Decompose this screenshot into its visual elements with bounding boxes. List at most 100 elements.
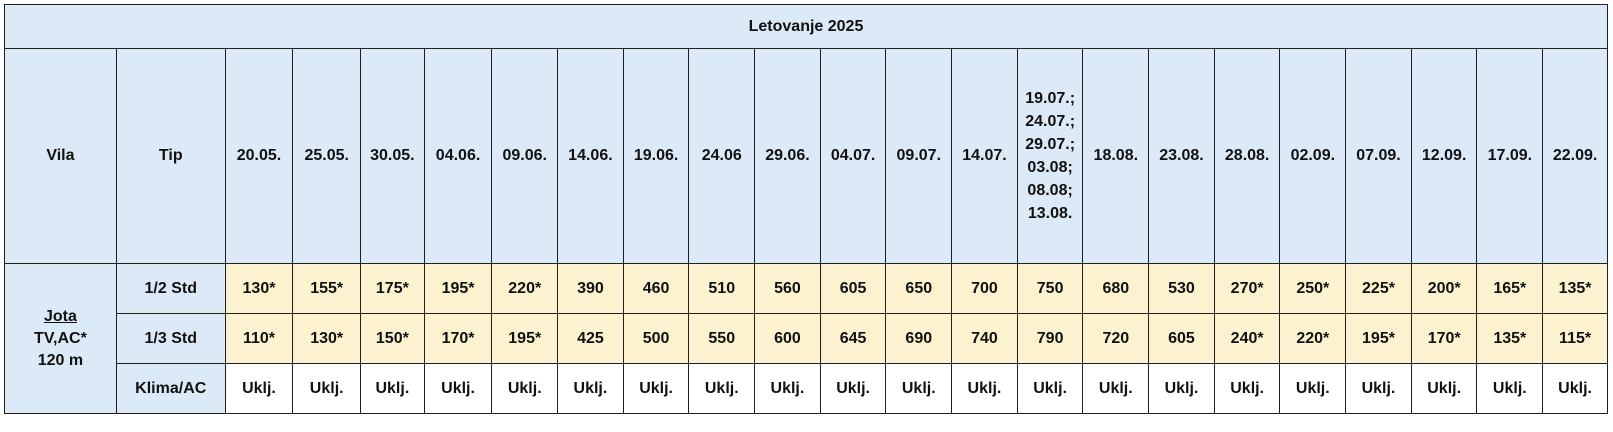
ac-cell: Uklj. bbox=[754, 363, 821, 414]
price-cell: 220* bbox=[491, 263, 559, 314]
price-cell: 600 bbox=[754, 313, 821, 364]
price-cell: 130* bbox=[224, 263, 294, 314]
ac-cell: Uklj. bbox=[951, 363, 1018, 414]
date-header: 24.06 bbox=[688, 48, 756, 264]
date-header: 19.07.; 24.07.; 29.07.; 03.08; 08.08; 13… bbox=[1016, 48, 1084, 264]
ac-cell: Uklj. bbox=[1148, 363, 1215, 414]
ac-cell: Uklj. bbox=[224, 363, 294, 414]
price-cell: 220* bbox=[1279, 313, 1347, 364]
date-header: 22.09. bbox=[1542, 48, 1608, 264]
ac-cell: Uklj. bbox=[292, 363, 362, 414]
price-cell: 170* bbox=[423, 313, 493, 364]
ac-cell: Uklj. bbox=[1476, 363, 1544, 414]
title-row: Letovanje 2025 bbox=[4, 4, 1608, 49]
price-cell: 155* bbox=[292, 263, 362, 314]
ac-cell: Uklj. bbox=[622, 363, 690, 414]
price-cell: 175* bbox=[360, 263, 425, 314]
tip-cell: 1/2 Std bbox=[115, 263, 226, 314]
date-header: 17.09. bbox=[1476, 48, 1544, 264]
ac-cell: Uklj. bbox=[1410, 363, 1478, 414]
ac-cell: Uklj. bbox=[885, 363, 953, 414]
price-cell: 200* bbox=[1410, 263, 1478, 314]
price-cell: 650 bbox=[885, 263, 953, 314]
price-cell: 750 bbox=[1016, 263, 1084, 314]
price-cell: 225* bbox=[1345, 263, 1412, 314]
price-cell: 390 bbox=[557, 263, 624, 314]
tip-cell: Klima/AC bbox=[115, 363, 226, 414]
ac-cell: Uklj. bbox=[360, 363, 425, 414]
price-cell: 605 bbox=[819, 263, 887, 314]
price-cell: 130* bbox=[292, 313, 362, 364]
price-cell: 135* bbox=[1542, 263, 1608, 314]
ac-cell: Uklj. bbox=[1279, 363, 1347, 414]
ac-cell: Uklj. bbox=[1345, 363, 1412, 414]
table-row: 1/3 Std 110* 130* 150* 170* 195* 425 500 550 600… bbox=[5, 313, 1608, 364]
header-row: Vila Tip 20.05. 25.05. 30.05. 04.06. 09.06. 1… bbox=[4, 48, 1608, 264]
price-cell: 690 bbox=[885, 313, 953, 364]
date-header: 28.08. bbox=[1213, 48, 1281, 264]
vila-name-link[interactable]: Jota bbox=[43, 307, 77, 325]
date-header: 09.07. bbox=[885, 48, 953, 264]
date-header: 20.05. bbox=[224, 48, 294, 264]
ac-cell: Uklj. bbox=[491, 363, 559, 414]
ac-cell: Uklj. bbox=[1542, 363, 1608, 414]
tip-cell: 1/3 Std bbox=[115, 313, 226, 364]
price-cell: 740 bbox=[951, 313, 1018, 364]
date-header: 25.05. bbox=[292, 48, 362, 264]
date-header: 19.06. bbox=[622, 48, 690, 264]
price-cell: 605 bbox=[1148, 313, 1215, 364]
price-cell: 110* bbox=[224, 313, 294, 364]
table-row: Jota TV,AC* 120 m 1/2 Std 130* 155* 175* 19… bbox=[4, 263, 1608, 414]
date-header: 07.09. bbox=[1345, 48, 1412, 264]
price-cell: 270* bbox=[1213, 263, 1281, 314]
price-cell: 195* bbox=[423, 263, 493, 314]
ac-cell: Uklj. bbox=[688, 363, 756, 414]
date-header: 12.09. bbox=[1410, 48, 1478, 264]
price-cell: 560 bbox=[754, 263, 821, 314]
price-cell: 195* bbox=[491, 313, 559, 364]
price-cell: 425 bbox=[557, 313, 624, 364]
price-cell: 150* bbox=[360, 313, 425, 364]
price-cell: 700 bbox=[951, 263, 1018, 314]
price-table-container: Letovanje 2025 Vila Tip 20.05. 25.05. 30.0… bbox=[4, 4, 1608, 414]
price-cell: 680 bbox=[1082, 263, 1150, 314]
ac-cell: Uklj. bbox=[1213, 363, 1281, 414]
ac-cell: Uklj. bbox=[557, 363, 624, 414]
date-header: 04.06. bbox=[423, 48, 493, 264]
price-cell: 790 bbox=[1016, 313, 1084, 364]
price-cell: 115* bbox=[1542, 313, 1608, 364]
table-row: Klima/AC Uklj. Uklj. Uklj. Uklj. Uklj. Uklj. U… bbox=[5, 363, 1608, 414]
tip-header: Tip bbox=[115, 48, 226, 264]
date-header: 09.06. bbox=[491, 48, 559, 264]
date-header: 23.08. bbox=[1148, 48, 1215, 264]
price-cell: 460 bbox=[622, 263, 690, 314]
date-header: 14.07. bbox=[951, 48, 1018, 264]
price-cell: 720 bbox=[1082, 313, 1150, 364]
ac-cell: Uklj. bbox=[423, 363, 493, 414]
date-header: 14.06. bbox=[557, 48, 624, 264]
vila-distance: 120 m bbox=[37, 351, 84, 369]
date-header: 18.08. bbox=[1082, 48, 1150, 264]
price-table: Letovanje 2025 Vila Tip 20.05. 25.05. 30.0… bbox=[4, 4, 1608, 414]
vila-features: TV,AC* bbox=[34, 329, 87, 347]
ac-cell: Uklj. bbox=[1082, 363, 1150, 414]
price-cell: 195* bbox=[1345, 313, 1412, 364]
price-cell: 250* bbox=[1279, 263, 1347, 314]
table-title: Letovanje 2025 bbox=[4, 4, 1608, 49]
vila-header: Vila bbox=[4, 48, 117, 264]
price-cell: 510 bbox=[688, 263, 756, 314]
price-cell: 500 bbox=[622, 313, 690, 364]
date-header: 29.06. bbox=[754, 48, 821, 264]
price-cell: 170* bbox=[1410, 313, 1478, 364]
ac-cell: Uklj. bbox=[1016, 363, 1084, 414]
ac-cell: Uklj. bbox=[819, 363, 887, 414]
price-cell: 530 bbox=[1148, 263, 1215, 314]
price-cell: 550 bbox=[688, 313, 756, 364]
vila-cell: Jota TV,AC* 120 m bbox=[4, 263, 117, 414]
price-cell: 165* bbox=[1476, 263, 1544, 314]
price-cell: 645 bbox=[819, 313, 887, 364]
date-header: 04.07. bbox=[819, 48, 887, 264]
date-header: 02.09. bbox=[1279, 48, 1347, 264]
price-cell: 135* bbox=[1476, 313, 1544, 364]
date-header: 30.05. bbox=[360, 48, 425, 264]
